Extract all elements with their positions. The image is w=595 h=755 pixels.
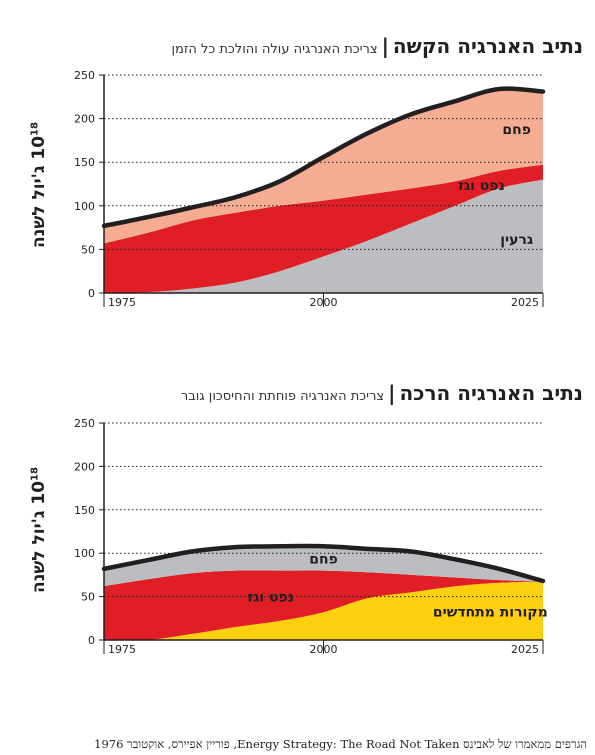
caption-suffix: , פוריין אפיירס, אוקטובר 1976 [94, 737, 238, 751]
area-series-1 [104, 570, 543, 641]
y-tick-label: 250 [74, 417, 95, 430]
chart-2-plot: 0 50 100 150 200 250 1975 2000 2025 מקורות מתחדשי… [74, 417, 548, 656]
title-separator: | [388, 381, 396, 405]
series-label: גרעין [500, 232, 533, 248]
y-tick-label: 50 [81, 591, 95, 604]
y-tick-label: 200 [74, 460, 95, 473]
x-tick-label: 2025 [511, 296, 539, 309]
chart-2-title: נתיב האנרגיה הרכה [399, 381, 583, 405]
total-line [101, 543, 546, 584]
area-series-0 [104, 179, 543, 293]
series-label: נפט וגז [458, 178, 505, 194]
x-tick-label: 2000 [310, 643, 338, 656]
title-separator: | [381, 34, 389, 58]
caption-article-title: Energy Strategy: The Road Not Taken [237, 737, 460, 751]
chart-1-plot: 0 50 100 150 200 250 1975 2000 2025 גרעין נפט וגז פ… [74, 69, 546, 309]
chart-1-header: נתיב האנרגיה הקשה|צריכת האנרגיה עולה והו… [10, 34, 584, 58]
x-tick-label: 2025 [511, 643, 539, 656]
y-tick-label: 150 [74, 504, 95, 517]
y-tick-label: 100 [74, 547, 95, 560]
y-tick-label: 0 [88, 287, 95, 300]
y-tick-label: 0 [88, 634, 95, 647]
total-line [101, 86, 546, 229]
caption-prefix: הגרפים ממאמרו של לאבינס [459, 737, 587, 751]
chart-1-subtitle: צריכת האנרגיה עולה והולכת כל הזמן [171, 42, 378, 57]
y-tick-label: 200 [74, 113, 95, 126]
source-caption: הגרפים ממאמרו של לאבינס Energy Strategy:… [0, 737, 587, 751]
series-label: נפט וגז [248, 589, 295, 605]
y-tick-label: 50 [81, 243, 95, 256]
chart-2-subtitle: צריכת האנרגיה פוחתת והחיסכון גובר [180, 389, 385, 404]
series-label: מקורות מתחדשים [433, 605, 548, 621]
area-series-1 [104, 164, 543, 293]
x-tick-label: 2000 [310, 296, 338, 309]
series-label: פחם [309, 551, 338, 567]
x-tick-label: 1975 [108, 643, 136, 656]
x-tick-label: 1975 [108, 296, 136, 309]
y-tick-label: 250 [74, 69, 95, 82]
chart-2-header: נתיב האנרגיה הרכה|צריכת האנרגיה פוחתת וה… [10, 381, 583, 405]
chart-1-title: נתיב האנרגיה הקשה [392, 34, 583, 58]
y-tick-label: 100 [74, 200, 95, 213]
y-tick-label: 150 [74, 156, 95, 169]
series-label: פחם [502, 122, 531, 138]
